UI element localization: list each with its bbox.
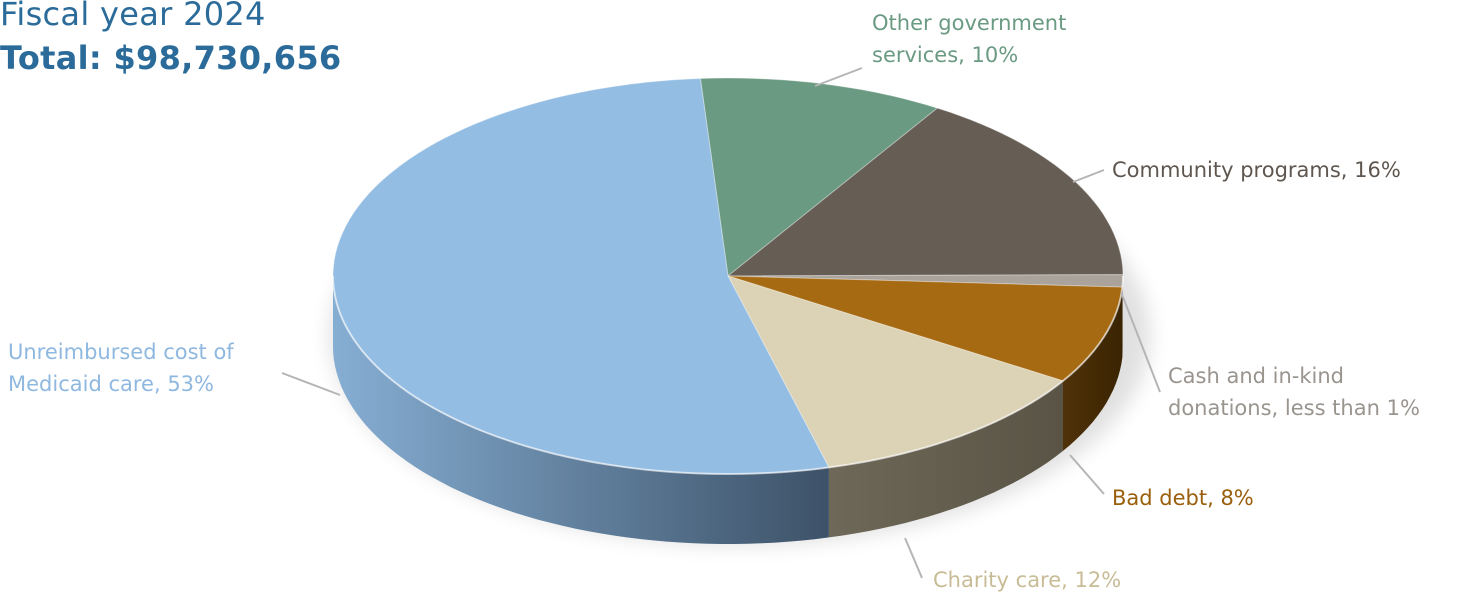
- leader-line-community-programs: [1072, 169, 1105, 183]
- chart-title: Total: $98,730,656: [0, 39, 342, 77]
- label-bad-debt: Bad debt, 8%: [1112, 486, 1254, 510]
- label-community-programs-line1: Community programs, 16%: [1112, 158, 1401, 182]
- label-cash-donations: Cash and in-kind donations, less than 1%: [1168, 364, 1420, 420]
- slice-side-bad-debt: [1063, 287, 1123, 451]
- leader-line-medicaid-care: [281, 372, 341, 396]
- label-bad-debt-line1: Bad debt, 8%: [1112, 486, 1254, 510]
- slice-other-government-services: [699, 77, 939, 277]
- label-cash-donations-line1: Cash and in-kind: [1168, 364, 1344, 388]
- label-other-government-services-line1: Other government: [872, 11, 1066, 35]
- chart-subtitle: Fiscal year 2024: [0, 0, 266, 33]
- label-other-government-services: Other government services, 10%: [872, 11, 1066, 67]
- leader-line-other-government-services: [814, 67, 863, 87]
- leader-lines: [281, 67, 1161, 579]
- leader-line-bad-debt: [1069, 454, 1105, 495]
- label-community-programs: Community programs, 16%: [1112, 158, 1401, 182]
- label-other-government-services-line2: services, 10%: [872, 43, 1018, 67]
- label-charity-care-line1: Charity care, 12%: [933, 568, 1121, 592]
- leader-line-cash-donations: [1120, 291, 1161, 393]
- leader-line-charity-care: [904, 537, 923, 579]
- slice-community-programs: [726, 107, 1124, 277]
- chart-heading: Fiscal year 2024 Total: $98,730,656: [0, 0, 341, 80]
- pie-rim-highlight: [332, 275, 1124, 476]
- pie-slices: [332, 77, 1124, 476]
- slice-side-medicaid-care: [333, 276, 829, 544]
- slice-side-charity-care: [828, 380, 1063, 538]
- label-medicaid-care-line2: Medicaid care, 53%: [8, 372, 214, 396]
- label-medicaid-care: Unreimbursed cost of Medicaid care, 53%: [8, 340, 234, 396]
- label-charity-care: Charity care, 12%: [933, 568, 1121, 592]
- slice-labels: Other government services, 10% Community p…: [8, 11, 1420, 592]
- label-cash-donations-line2: donations, less than 1%: [1168, 396, 1420, 420]
- label-medicaid-care-line1: Unreimbursed cost of: [8, 340, 234, 364]
